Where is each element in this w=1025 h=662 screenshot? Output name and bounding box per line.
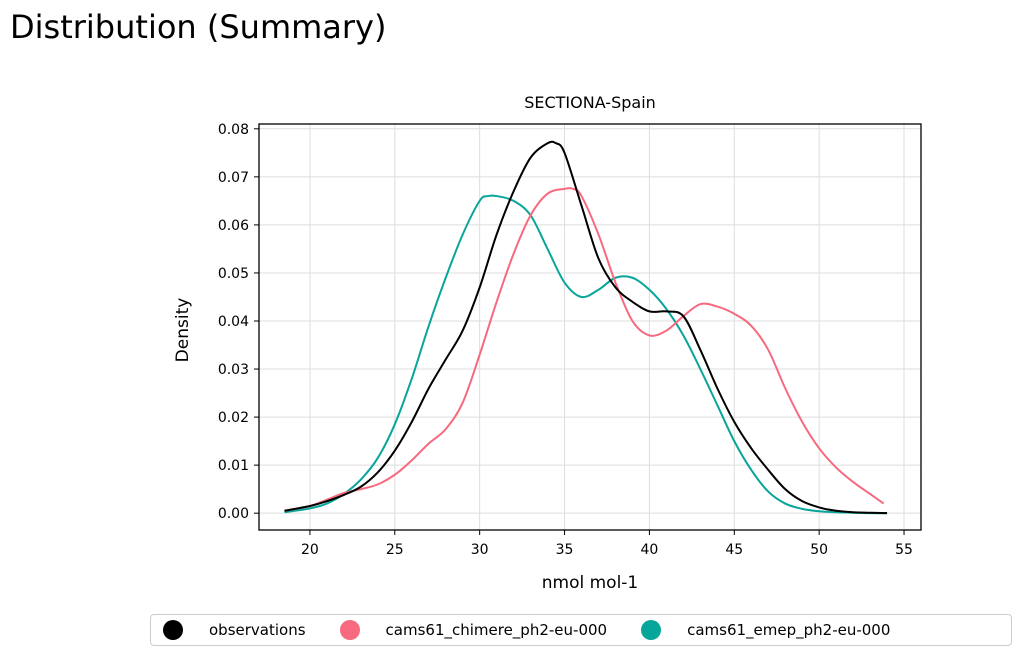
density-chart: 20 25 30 35 40 45 50 55 0.00 0.01 0.02 0.03 0.04 0.05… (173, 93, 922, 593)
legend-item-chimere[interactable]: cams61_chimere_ph2-eu-000 (339, 620, 608, 640)
chart-title: SECTIONA-Spain (524, 93, 656, 112)
x-tick-label: 25 (386, 542, 404, 558)
legend-label-emep: cams61_emep_ph2-eu-000 (687, 621, 891, 639)
x-tick-label: 30 (471, 542, 489, 558)
y-tick-label: 0.03 (218, 362, 249, 378)
legend-item-observations[interactable]: observations (163, 620, 306, 640)
legend-label-observations: observations (209, 621, 306, 639)
legend-marker-emep (641, 620, 662, 640)
x-tick-label: 45 (725, 542, 743, 558)
y-tick-label: 0.06 (218, 218, 249, 234)
legend-item-emep[interactable]: cams61_emep_ph2-eu-000 (641, 620, 890, 640)
x-tick-label: 35 (556, 542, 574, 558)
series-line-observations (284, 140, 888, 515)
series-line-chimere (284, 187, 885, 512)
plot-frame (258, 123, 922, 531)
axis-ticks: 20 25 30 35 40 45 50 55 0.00 0.01 0.02 0.03 0.04 0.05… (218, 122, 913, 558)
y-tick-label: 0.02 (218, 410, 249, 426)
legend: observations cams61_chimere_ph2-eu-000 c… (150, 614, 1012, 646)
y-tick-label: 0.04 (218, 314, 249, 330)
y-tick-label: 0.08 (218, 122, 249, 138)
series-lines (284, 140, 888, 515)
x-tick-label: 55 (895, 542, 913, 558)
legend-label-chimere: cams61_chimere_ph2-eu-000 (385, 621, 608, 639)
legend-marker-chimere (339, 620, 360, 640)
page-title: Distribution (Summary) (10, 8, 387, 46)
y-axis-label: Density (173, 298, 193, 363)
series-line-emep (284, 194, 888, 515)
legend-marker-observations (163, 620, 183, 640)
grid (259, 124, 921, 530)
x-axis-label: nmol mol-1 (542, 573, 639, 593)
y-tick-label: 0.05 (218, 266, 249, 282)
x-tick-label: 50 (810, 542, 828, 558)
x-tick-label: 40 (640, 542, 658, 558)
x-tick-label: 20 (301, 542, 319, 558)
y-tick-label: 0.00 (218, 506, 249, 522)
y-tick-label: 0.01 (218, 458, 249, 474)
y-tick-label: 0.07 (218, 170, 249, 186)
